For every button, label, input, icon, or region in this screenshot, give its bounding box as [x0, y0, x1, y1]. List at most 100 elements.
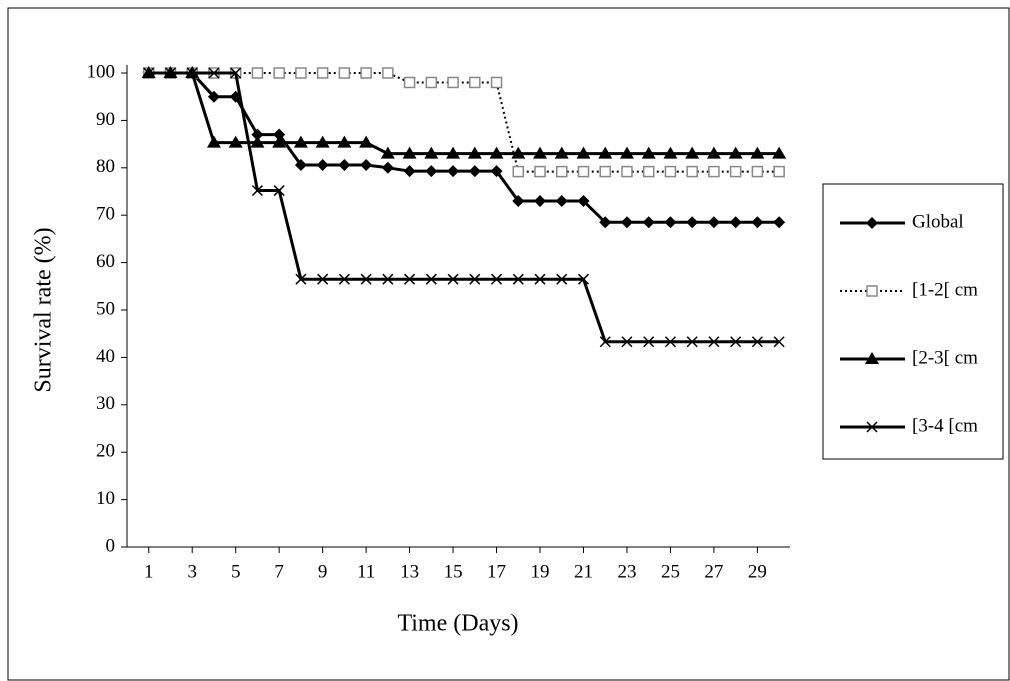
marker — [316, 67, 329, 79]
marker — [316, 158, 329, 171]
marker — [207, 90, 220, 103]
marker — [599, 336, 611, 348]
marker — [598, 146, 613, 159]
marker — [360, 67, 372, 79]
marker — [686, 165, 698, 178]
marker — [534, 273, 546, 285]
series-line — [148, 71, 780, 344]
legend-label: [1-2[ cm — [912, 279, 978, 300]
marker — [295, 273, 307, 285]
y-tick-label: 90 — [96, 109, 115, 130]
marker — [642, 165, 655, 178]
marker — [251, 185, 263, 197]
marker — [294, 158, 307, 171]
marker — [273, 128, 286, 141]
legend-label: Global — [912, 211, 964, 232]
marker — [556, 165, 568, 178]
marker — [425, 76, 438, 89]
marker — [402, 146, 417, 159]
marker — [577, 273, 590, 285]
marker — [511, 146, 526, 159]
marker — [228, 135, 243, 148]
marker — [512, 194, 525, 207]
x-tick-label: 15 — [444, 561, 463, 582]
marker — [293, 135, 308, 148]
x-tick-label: 9 — [318, 561, 328, 582]
y-tick-label: 10 — [96, 488, 115, 509]
marker — [663, 146, 678, 159]
marker — [866, 421, 878, 433]
marker — [664, 165, 677, 178]
marker — [447, 165, 460, 178]
marker — [338, 67, 351, 79]
x-tick-label: 23 — [617, 561, 636, 582]
marker — [380, 146, 395, 159]
marker — [773, 216, 786, 229]
marker — [729, 165, 742, 178]
marker — [643, 336, 655, 348]
marker — [382, 67, 394, 79]
marker — [467, 146, 482, 159]
marker — [706, 146, 721, 159]
y-tick-label: 60 — [96, 251, 115, 272]
x-tick-label: 11 — [357, 561, 375, 582]
marker — [425, 273, 437, 285]
marker — [866, 285, 878, 297]
x-tick-label: 27 — [704, 561, 723, 582]
marker — [729, 216, 742, 229]
marker — [772, 146, 787, 159]
marker — [599, 216, 612, 229]
marker — [664, 336, 676, 348]
marker — [554, 146, 569, 159]
frame — [7, 7, 1010, 681]
marker — [490, 76, 503, 89]
marker — [751, 216, 764, 229]
y-tick-label: 50 — [96, 298, 115, 319]
marker — [686, 336, 698, 348]
marker — [143, 67, 155, 79]
marker — [338, 158, 351, 171]
marker — [315, 135, 330, 148]
marker — [751, 165, 764, 178]
marker — [708, 165, 720, 178]
y-axis-title: Survival rate (%) — [31, 227, 57, 392]
marker — [230, 67, 242, 79]
marker — [295, 67, 307, 79]
marker — [685, 146, 700, 159]
marker — [641, 146, 656, 159]
marker — [750, 146, 765, 159]
marker — [251, 67, 264, 79]
x-axis-title: Time (Days) — [397, 611, 518, 637]
marker — [317, 273, 329, 285]
marker — [337, 135, 352, 148]
marker — [206, 135, 221, 148]
marker — [556, 273, 568, 285]
marker — [533, 146, 548, 159]
marker — [359, 135, 374, 148]
marker — [425, 165, 438, 178]
x-tick-label: 3 — [187, 561, 197, 582]
marker — [866, 217, 878, 229]
marker — [490, 165, 503, 178]
marker — [447, 273, 459, 285]
marker — [577, 165, 590, 178]
marker — [619, 146, 634, 159]
legend-label: [3-4 [cm — [912, 415, 978, 436]
x-tick-label: 29 — [748, 561, 767, 582]
marker — [468, 165, 481, 178]
marker — [730, 336, 742, 348]
marker — [708, 336, 720, 348]
x-tick-label: 5 — [231, 561, 241, 582]
marker — [469, 76, 481, 89]
x-tick-label: 17 — [487, 561, 506, 582]
marker — [642, 216, 655, 229]
marker — [208, 67, 220, 79]
marker — [381, 161, 394, 174]
marker — [664, 216, 677, 229]
marker — [251, 128, 264, 141]
marker — [599, 165, 611, 178]
y-tick-label: 40 — [96, 346, 115, 367]
x-tick-label: 25 — [661, 561, 680, 582]
marker — [728, 146, 743, 159]
